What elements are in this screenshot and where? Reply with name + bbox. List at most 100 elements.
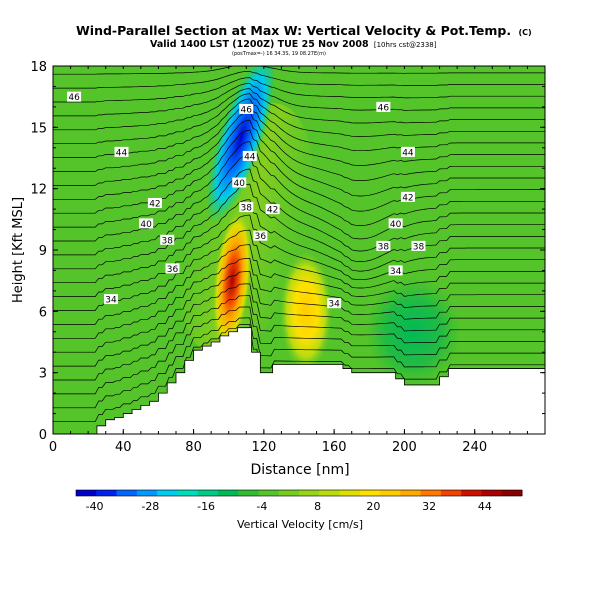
colorbar-swatch <box>400 490 422 496</box>
isentrope-label-text: 38 <box>241 204 253 214</box>
isentrope-label-text: 42 <box>402 193 413 203</box>
y-tick-label: 3 <box>39 367 47 382</box>
colorbar-tick-label: -40 <box>86 500 104 513</box>
isentrope-label: 46 <box>67 91 82 103</box>
isentrope-label-bg <box>400 146 415 157</box>
isentrope-label: 44 <box>400 146 415 158</box>
y-tick-label: 12 <box>30 183 47 198</box>
isentrope-line <box>53 283 545 367</box>
colorbar: -40 -28 -16 -4 8 20 32 44 <box>75 489 523 513</box>
isentrope-label-text: 36 <box>255 232 267 242</box>
isentrope-label-bg <box>388 218 403 229</box>
isentrope-label-text: 40 <box>390 220 402 230</box>
colorbar-swatch <box>440 490 462 496</box>
y-tick-label: 0 <box>39 428 47 443</box>
isentrope-line <box>53 306 545 395</box>
isentrope-line <box>53 183 545 270</box>
isentrope-label-text: 38 <box>378 242 390 252</box>
isentrope-line <box>53 77 545 103</box>
isentrope-label-bg <box>147 197 162 208</box>
y-tick-label: 9 <box>39 244 47 259</box>
isentrope-label-bg <box>103 294 118 305</box>
isentrope-label-bg <box>160 234 175 245</box>
isentrope-line <box>53 168 545 256</box>
isentrope-line <box>53 70 545 89</box>
isentrope-label-bg <box>327 298 342 309</box>
isentrope-label: 38 <box>160 234 175 246</box>
colorbar-swatch <box>481 490 503 496</box>
chart-subtitle-text: Valid 1400 LST (1200Z) TUE 25 Nov 2008 <box>150 39 369 50</box>
colorbar-swatch <box>319 490 341 496</box>
isentrope-label: 34 <box>103 294 118 306</box>
velocity-cell-updraft-core <box>212 211 252 351</box>
isentrope-label-bg <box>376 240 391 251</box>
y-tick-label: 18 <box>30 60 47 75</box>
isentrope-label-bg <box>114 146 129 157</box>
colorbar-swatch <box>157 490 178 496</box>
isentrope-label-text: 44 <box>402 148 414 158</box>
isentrope-label-text: 38 <box>413 242 425 252</box>
isentrope-line <box>53 119 545 200</box>
isentrope-label: 40 <box>139 218 154 230</box>
colorbar-swatch <box>238 490 259 496</box>
isentrope-line <box>53 317 545 409</box>
colorbar-tick-label: 32 <box>422 500 436 513</box>
colorbar-swatch <box>177 490 199 496</box>
isentrope-label: 44 <box>114 146 129 158</box>
colorbar-tick-label: 8 <box>314 500 321 513</box>
isentrope-line <box>53 88 545 131</box>
terrain <box>53 327 545 434</box>
colorbar-swatch <box>197 490 219 496</box>
isentrope-label-bg <box>67 91 82 102</box>
colorbar-tick-label: -16 <box>197 500 215 513</box>
x-tick-label: 200 <box>392 440 417 455</box>
isentrope-label-text: 40 <box>140 220 152 230</box>
colorbar-swatch <box>76 490 97 496</box>
isentrope-label-text: 38 <box>161 236 173 246</box>
isentrope-label-bg <box>376 101 391 112</box>
colorbar-swatch <box>420 490 442 496</box>
isentrope-label-text: 46 <box>378 103 390 113</box>
x-tick-label: 120 <box>251 440 276 455</box>
isentrope-label-text: 40 <box>234 179 246 189</box>
isentrope-label-text: 44 <box>116 148 128 158</box>
colorbar-swatch <box>299 490 320 496</box>
isentrope-label: 36 <box>253 230 268 242</box>
isentrope-line <box>53 104 545 172</box>
isentrope-label-bg <box>242 150 257 161</box>
x-tick-label: 160 <box>322 440 347 455</box>
colorbar-swatch <box>217 490 239 496</box>
colorbar-tick-label: 44 <box>478 500 492 513</box>
velocity-cell-updraft-secondary <box>280 251 333 372</box>
x-tick-label: 240 <box>462 440 487 455</box>
isentrope-label: 40 <box>388 218 403 230</box>
isentrope-line <box>53 111 545 186</box>
isentrope-label-bg <box>265 204 280 215</box>
isentrope-label: 38 <box>376 240 391 252</box>
isentrope-line <box>53 271 545 353</box>
chart-subtitle-note: [10hrs cst@2338] <box>374 41 437 49</box>
isentrope-label: 34 <box>388 265 403 277</box>
isentrope-label-text: 44 <box>244 152 256 162</box>
isentrope-label-text: 42 <box>149 199 160 209</box>
colorbar-swatch <box>380 490 401 496</box>
isentrope-label: 38 <box>411 240 426 252</box>
colorbar-swatch <box>359 490 381 496</box>
isentrope-label-bg <box>239 202 254 213</box>
isentrope-label-bg <box>239 103 254 114</box>
isentrope-label-bg <box>139 218 154 229</box>
isentrope-line <box>53 229 545 311</box>
colorbar-frame <box>75 489 523 497</box>
isentrope-label-bg <box>400 191 415 202</box>
chart-title-mark: (C) <box>518 28 531 37</box>
y-tick-label: 15 <box>30 121 47 136</box>
isentrope-label-text: 46 <box>241 105 253 115</box>
colorbar-swatch <box>258 490 280 496</box>
colorbar-tick-label: -4 <box>256 500 267 513</box>
colorbar-swatch <box>501 490 523 496</box>
x-tick-label: 80 <box>185 440 202 455</box>
colorbar-swatch <box>136 490 158 496</box>
isentrope-line <box>53 98 545 158</box>
plot-area: 46 46 46 44 44 44 42 42 42 40 40 40 38 38 38 38 36 36 34 34… <box>53 66 545 434</box>
